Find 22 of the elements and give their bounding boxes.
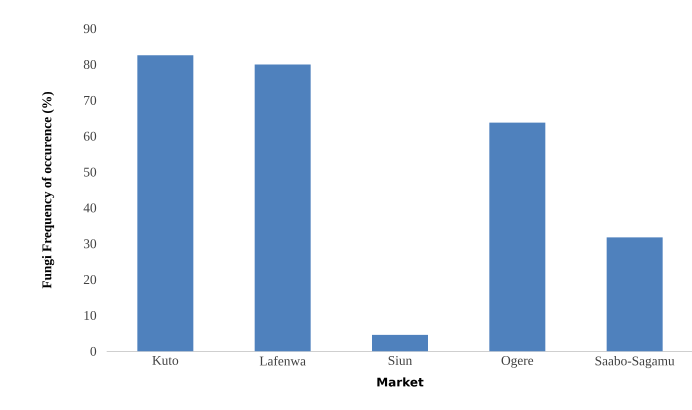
y-tick-label: 40 [84,203,96,212]
x-tick-label: Saabo-Sagamu [596,356,674,368]
y-tick-label: 20 [84,275,96,284]
bar [254,64,311,352]
y-tick-label: 0 [90,346,96,356]
y-tick-label: 50 [84,168,96,177]
bar [606,237,663,352]
bar [372,334,428,352]
x-axis-title: Market [377,377,424,387]
y-tick-label: 10 [84,310,96,320]
y-axis-title: Fungi Frequency of occurence (%) [42,92,54,288]
bar [489,122,546,352]
y-tick-label: 60 [84,132,96,141]
x-tick-label: Kuto [152,356,178,365]
y-tick-label: 30 [84,239,96,248]
bar [137,55,194,352]
x-tick-label: Siun [388,356,412,365]
x-tick-label: Ogere [502,356,534,368]
x-tick-label: Lafenwa [260,356,306,366]
y-tick-label: 80 [84,60,96,70]
y-tick-label: 70 [84,96,96,105]
y-tick-label: 90 [84,24,96,34]
